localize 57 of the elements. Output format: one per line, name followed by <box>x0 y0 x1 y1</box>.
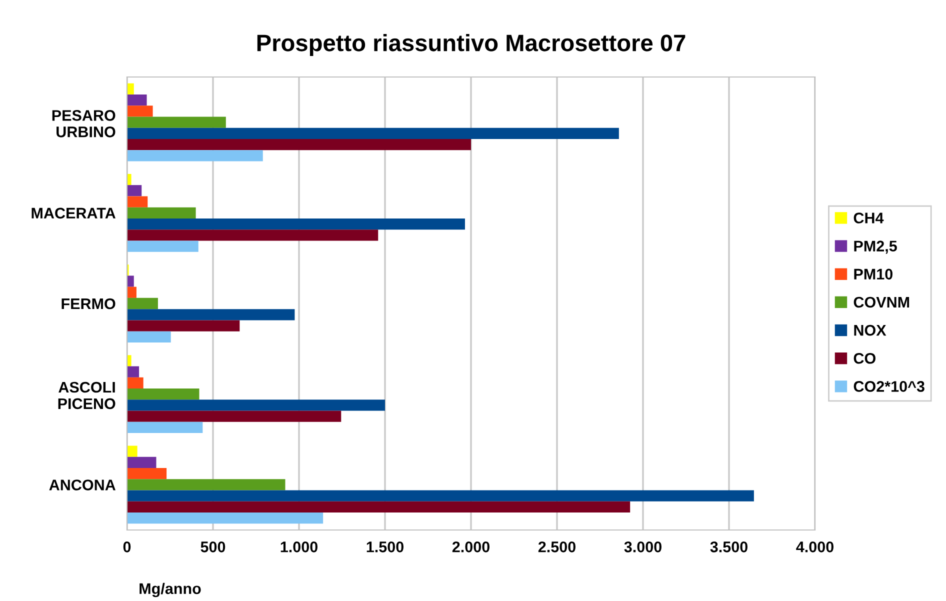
bar <box>127 501 630 513</box>
legend-label: CH4 <box>854 212 884 224</box>
bar <box>127 377 144 389</box>
bar <box>127 309 295 320</box>
bar <box>127 298 158 310</box>
bar <box>127 276 134 287</box>
legend-label: CO2*10^3 <box>854 381 924 392</box>
bar <box>127 355 132 366</box>
bar <box>127 286 136 298</box>
x-tick-label: 4.000 <box>796 542 834 552</box>
bar <box>127 456 156 468</box>
bar <box>127 446 138 457</box>
bar <box>127 400 385 411</box>
bar <box>127 128 619 139</box>
bar <box>127 207 196 218</box>
bar <box>127 94 147 106</box>
chart-title: Prospetto riassuntivo Macrosettore 07 <box>257 34 686 56</box>
bar <box>127 138 471 150</box>
x-tick-label: 3.500 <box>710 542 748 552</box>
y-tick-label: MACERATA <box>32 208 116 219</box>
bar <box>127 479 286 490</box>
legend-label: COVNM <box>854 296 910 308</box>
bar <box>127 331 171 342</box>
bar <box>127 320 240 332</box>
bar <box>127 366 140 378</box>
bar <box>127 106 153 117</box>
x-tick-label: 500 <box>200 542 226 552</box>
bar <box>127 116 226 128</box>
bar <box>127 174 132 186</box>
y-tick-label: ASCOLI PICENO <box>58 382 116 410</box>
bar <box>127 83 134 94</box>
legend-label: NOX <box>854 324 886 336</box>
bar <box>127 410 342 422</box>
bar <box>127 512 324 524</box>
bar <box>127 196 148 208</box>
bar <box>127 422 203 434</box>
bar <box>127 230 378 241</box>
bar <box>127 150 263 162</box>
legend-label: PM10 <box>854 268 892 280</box>
x-tick-label: 3.000 <box>624 542 662 552</box>
bar <box>127 388 200 400</box>
bar <box>127 468 167 480</box>
x-axis-title: Mg/anno <box>140 582 201 598</box>
x-tick-label: 0 <box>123 542 131 552</box>
bar <box>127 218 465 230</box>
x-tick-label: 1.500 <box>366 542 404 552</box>
bar <box>127 240 198 252</box>
x-tick-label: 1.000 <box>280 542 318 552</box>
legend-label: PM2,5 <box>854 240 897 254</box>
y-tick-label: PESARO URBINO <box>52 110 116 138</box>
legend-label: CO <box>854 352 876 364</box>
x-tick-label: 2.000 <box>452 542 490 552</box>
bar <box>127 185 142 196</box>
y-tick-label: FERMO <box>62 298 116 310</box>
y-tick-label: ANCONA <box>49 480 116 490</box>
x-tick-label: 2.500 <box>538 542 576 552</box>
bar <box>127 490 754 502</box>
